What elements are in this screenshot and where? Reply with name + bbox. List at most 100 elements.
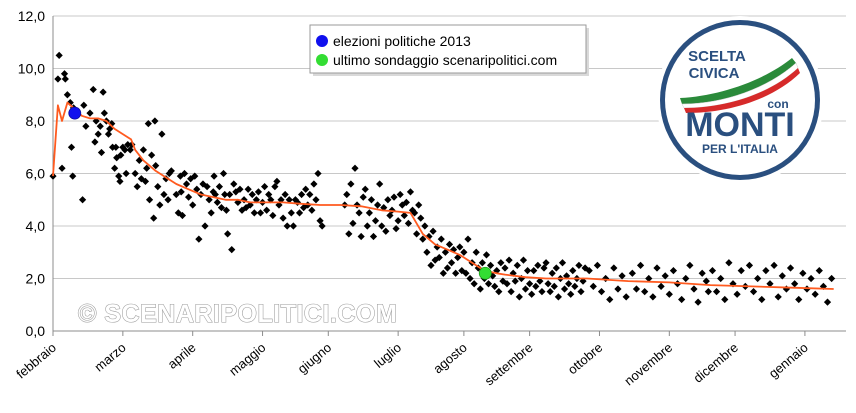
data-point-diamond xyxy=(228,246,236,254)
data-point-diamond xyxy=(54,75,62,83)
data-point-diamond xyxy=(359,193,367,201)
data-point-diamond xyxy=(145,196,154,204)
data-point-diamond xyxy=(505,256,513,264)
data-point-diamond xyxy=(550,282,558,290)
y-tick-label: 10,0 xyxy=(18,61,45,77)
data-point-diamond xyxy=(402,198,410,206)
data-point-diamond xyxy=(150,214,158,222)
data-point-diamond xyxy=(285,196,293,204)
data-point-diamond xyxy=(394,217,402,225)
scelta-civica-logo: SCELTA CIVICA con MONTI PER L'ITALIA xyxy=(656,16,824,184)
data-point-diamond xyxy=(495,288,503,296)
data-point-diamond xyxy=(63,91,71,99)
data-point-diamond xyxy=(486,261,495,269)
data-point-diamond xyxy=(217,204,226,212)
data-point-diamond xyxy=(195,235,203,243)
data-point-diamond xyxy=(694,298,702,306)
data-point-diamond xyxy=(152,162,160,170)
data-point-diamond xyxy=(302,185,310,193)
data-point-diamond xyxy=(201,222,209,230)
data-point-diamond xyxy=(762,267,770,275)
data-point-diamond xyxy=(513,261,521,269)
point-ultimo-sondaggio xyxy=(478,266,492,280)
data-point-diamond xyxy=(371,217,380,225)
data-point-diamond xyxy=(501,264,509,272)
data-point-diamond xyxy=(177,188,185,196)
data-point-diamond xyxy=(219,169,228,178)
data-point-diamond xyxy=(410,209,419,217)
data-point-diamond xyxy=(657,282,665,290)
data-point-diamond xyxy=(390,193,398,201)
data-point-diamond xyxy=(184,193,193,201)
data-point-diamond xyxy=(164,196,172,204)
data-point-diamond xyxy=(678,295,686,304)
data-point-diamond xyxy=(115,172,123,180)
data-point-diamond xyxy=(439,269,447,277)
data-point-diamond xyxy=(536,277,544,285)
data-point-diamond xyxy=(230,180,238,188)
data-point-diamond xyxy=(221,190,229,199)
legend-marker-elezioni xyxy=(316,35,328,47)
data-point-diamond xyxy=(111,164,119,172)
data-point-diamond xyxy=(519,256,528,264)
data-point-diamond xyxy=(156,201,164,209)
data-point-diamond xyxy=(704,288,712,296)
data-point-diamond xyxy=(823,298,832,306)
data-point-diamond xyxy=(141,177,150,185)
data-point-diamond xyxy=(172,190,180,199)
data-point-diamond xyxy=(369,232,378,241)
y-tick-label: 2,0 xyxy=(26,271,46,287)
data-point-diamond xyxy=(708,267,717,275)
data-point-diamond xyxy=(558,259,567,267)
data-point-diamond xyxy=(404,219,413,227)
data-point-diamond xyxy=(300,204,308,212)
data-point-diamond xyxy=(104,130,113,138)
data-point-diamond xyxy=(534,261,542,269)
data-point-diamond xyxy=(421,222,429,230)
data-point-diamond xyxy=(497,259,505,267)
data-point-diamond xyxy=(628,269,636,277)
data-point-diamond xyxy=(427,261,435,269)
data-point-diamond xyxy=(55,51,63,59)
data-point-diamond xyxy=(373,201,382,209)
data-point-diamond xyxy=(269,211,277,220)
data-point-diamond xyxy=(382,227,390,235)
data-point-diamond xyxy=(279,214,287,222)
y-tick-label: 8,0 xyxy=(26,113,46,129)
watermark-group: © SCENARIPOLITICI.COM xyxy=(77,299,397,328)
data-point-diamond xyxy=(415,201,423,209)
data-point-diamond xyxy=(419,235,427,243)
y-tick-label: 12,0 xyxy=(18,8,45,24)
data-point-diamond xyxy=(466,274,474,283)
legend-box xyxy=(309,24,587,74)
data-point-diamond xyxy=(749,288,758,296)
data-point-diamond xyxy=(429,227,437,235)
data-point-diamond xyxy=(618,272,626,280)
data-point-diamond xyxy=(226,190,234,199)
data-point-diamond xyxy=(349,219,357,227)
data-point-diamond xyxy=(417,214,425,222)
data-point-diamond xyxy=(69,172,77,180)
logo-text-civica: CIVICA xyxy=(689,65,740,82)
data-point-diamond xyxy=(293,198,302,206)
data-point-diamond xyxy=(690,285,698,293)
data-point-diamond xyxy=(447,259,456,267)
data-point-diamond xyxy=(400,211,408,220)
data-point-diamond xyxy=(454,253,462,262)
data-point-diamond xyxy=(569,267,577,275)
data-point-diamond xyxy=(452,269,460,277)
data-point-diamond xyxy=(567,290,575,298)
data-point-diamond xyxy=(641,288,649,296)
data-point-diamond xyxy=(58,164,66,172)
data-point-diamond xyxy=(384,196,392,204)
data-point-diamond xyxy=(472,248,480,256)
logo-text-per-litalia: PER L'ITALIA xyxy=(702,142,778,156)
data-point-diamond xyxy=(367,196,376,204)
data-point-diamond xyxy=(737,267,745,275)
data-point-diamond xyxy=(148,151,156,159)
data-point-diamond xyxy=(786,264,795,272)
data-point-diamond xyxy=(376,180,384,188)
logo-flag-red xyxy=(684,68,800,113)
data-point-diamond xyxy=(413,230,421,238)
